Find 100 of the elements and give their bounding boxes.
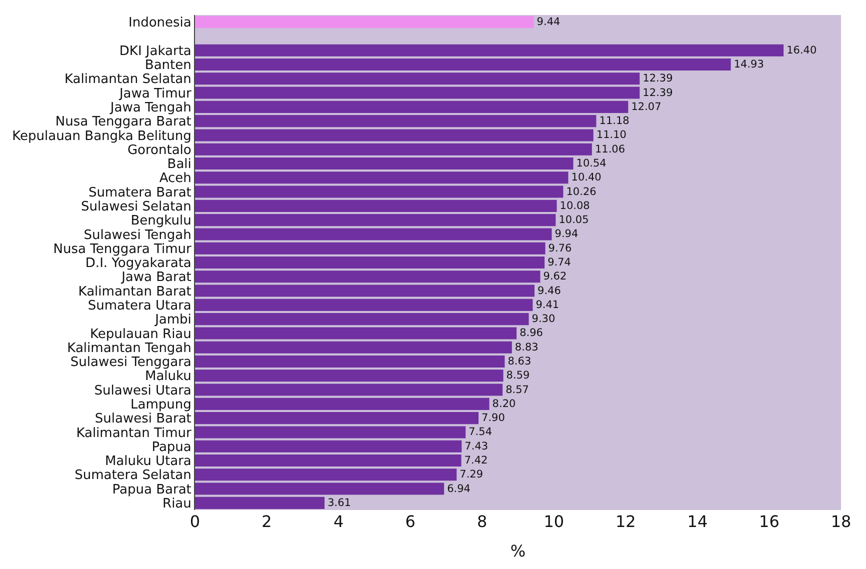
y-tick-label: Lampung <box>130 397 192 412</box>
data-label: 8.96 <box>520 327 544 340</box>
bar <box>195 172 568 184</box>
y-tick-label: Bali <box>167 157 192 172</box>
y-tick-label: Sulawesi Barat <box>94 412 192 427</box>
y-tick-label: Banten <box>144 58 192 74</box>
bar <box>195 58 731 71</box>
data-label: 11.18 <box>599 115 630 128</box>
x-tick-label: 8 <box>477 512 488 531</box>
y-tick-label: Sumatera Selatan <box>74 468 192 484</box>
y-tick-label: Jawa Tengah <box>109 100 192 116</box>
y-tick-label: Sulawesi Selatan <box>81 199 192 214</box>
y-tick-label: DKI Jakarta <box>119 44 192 59</box>
data-label: 3.61 <box>328 496 351 509</box>
data-label: 11.10 <box>596 129 626 142</box>
data-label: 10.05 <box>558 214 589 226</box>
x-tick-label: 16 <box>759 512 780 531</box>
x-tick-label: 0 <box>190 512 200 531</box>
y-tick-label: Bengkulu <box>130 214 192 229</box>
bar <box>195 100 628 113</box>
data-label: 12.39 <box>642 72 673 85</box>
y-tick-label: Papua <box>152 440 192 455</box>
bar <box>195 143 592 156</box>
x-tick-label: 12 <box>615 512 636 531</box>
y-tick-label: Sumatera Utara <box>88 298 192 314</box>
bar <box>195 412 479 424</box>
bar <box>195 298 533 311</box>
x-tick-label: 4 <box>333 512 344 531</box>
y-tick-label: Sumatera Barat <box>88 185 192 200</box>
y-tick-label: Nusa Tenggara Barat <box>55 114 192 130</box>
bar <box>195 496 325 509</box>
x-tick-label: 18 <box>830 512 852 531</box>
data-label: 8.57 <box>506 384 529 396</box>
data-label: 10.08 <box>560 200 590 212</box>
data-label: 11.06 <box>594 143 626 156</box>
bar <box>195 228 552 240</box>
bar <box>195 186 564 198</box>
data-label: 8.83 <box>514 341 538 354</box>
y-tick-label: Sulawesi Tengah <box>84 228 192 243</box>
x-tick-label: 6 <box>405 512 416 531</box>
bar <box>195 384 503 396</box>
bar <box>195 313 529 326</box>
data-label: 7.42 <box>464 454 488 467</box>
data-label: 7.43 <box>464 440 488 452</box>
y-tick-label: Kalimantan Timur <box>76 426 192 441</box>
y-tick-label: Kalimantan Tengah <box>67 340 192 356</box>
bar <box>195 440 462 452</box>
bar <box>195 370 504 382</box>
y-tick-label: Kepulauan Bangka Belitung <box>12 128 192 144</box>
bar <box>195 482 444 495</box>
data-label: 9.46 <box>538 284 562 297</box>
bar <box>195 214 556 226</box>
data-label: 7.90 <box>482 412 505 424</box>
data-label: 8.63 <box>508 356 532 368</box>
y-tick-label: Jambi <box>154 312 192 328</box>
bar <box>195 129 594 142</box>
x-tick-label: 14 <box>687 512 708 531</box>
x-axis-title: % <box>510 542 526 561</box>
data-label: 9.41 <box>536 298 560 311</box>
y-tick-label: Maluku Utara <box>104 454 192 470</box>
data-label: 9.30 <box>532 313 556 326</box>
data-label: 7.54 <box>468 426 492 438</box>
bar <box>195 284 535 297</box>
y-tick-label: Jawa Barat <box>120 270 192 286</box>
x-tick-label: 2 <box>262 512 272 531</box>
data-label: 7.29 <box>460 468 484 481</box>
y-tick-label: Aceh <box>159 171 192 186</box>
bar <box>195 44 784 56</box>
data-label: 9.62 <box>543 270 567 283</box>
bar <box>195 468 457 481</box>
data-label: 12.39 <box>642 86 673 99</box>
data-label: 10.26 <box>566 186 597 198</box>
x-tick-label: 10 <box>544 512 564 531</box>
y-tick-label: Sulawesi Utara <box>94 383 192 398</box>
data-label: 16.40 <box>786 44 817 56</box>
bar <box>195 86 640 99</box>
y-tick-label: Gorontalo <box>127 142 192 158</box>
y-tick-label: Kepulauan Riau <box>90 326 192 342</box>
bar <box>195 341 512 354</box>
y-tick-label: Kalimantan Barat <box>78 284 192 300</box>
bar <box>195 242 546 254</box>
bar <box>195 72 640 85</box>
bar <box>195 454 462 467</box>
data-label: 12.07 <box>631 100 662 113</box>
data-label: 9.76 <box>548 242 572 254</box>
y-tick-label: Riau <box>162 496 192 512</box>
bar <box>195 157 574 170</box>
bar <box>195 16 534 28</box>
y-tick-label: D.I. Yogyakarata <box>85 256 192 272</box>
bar <box>195 270 540 283</box>
data-label: 8.20 <box>492 398 516 410</box>
y-tick-label: Kalimantan Selatan <box>64 72 192 88</box>
data-label: 9.94 <box>554 228 578 240</box>
y-tick-label: Jawa Timur <box>118 86 192 102</box>
data-label: 6.94 <box>447 482 471 495</box>
y-tick-label: Papua Barat <box>112 482 192 498</box>
y-tick-label: Nusa Tenggara Timur <box>53 242 192 257</box>
y-tick-label: Maluku <box>144 369 192 384</box>
bar <box>195 200 557 212</box>
y-tick-label: Indonesia <box>128 16 192 31</box>
